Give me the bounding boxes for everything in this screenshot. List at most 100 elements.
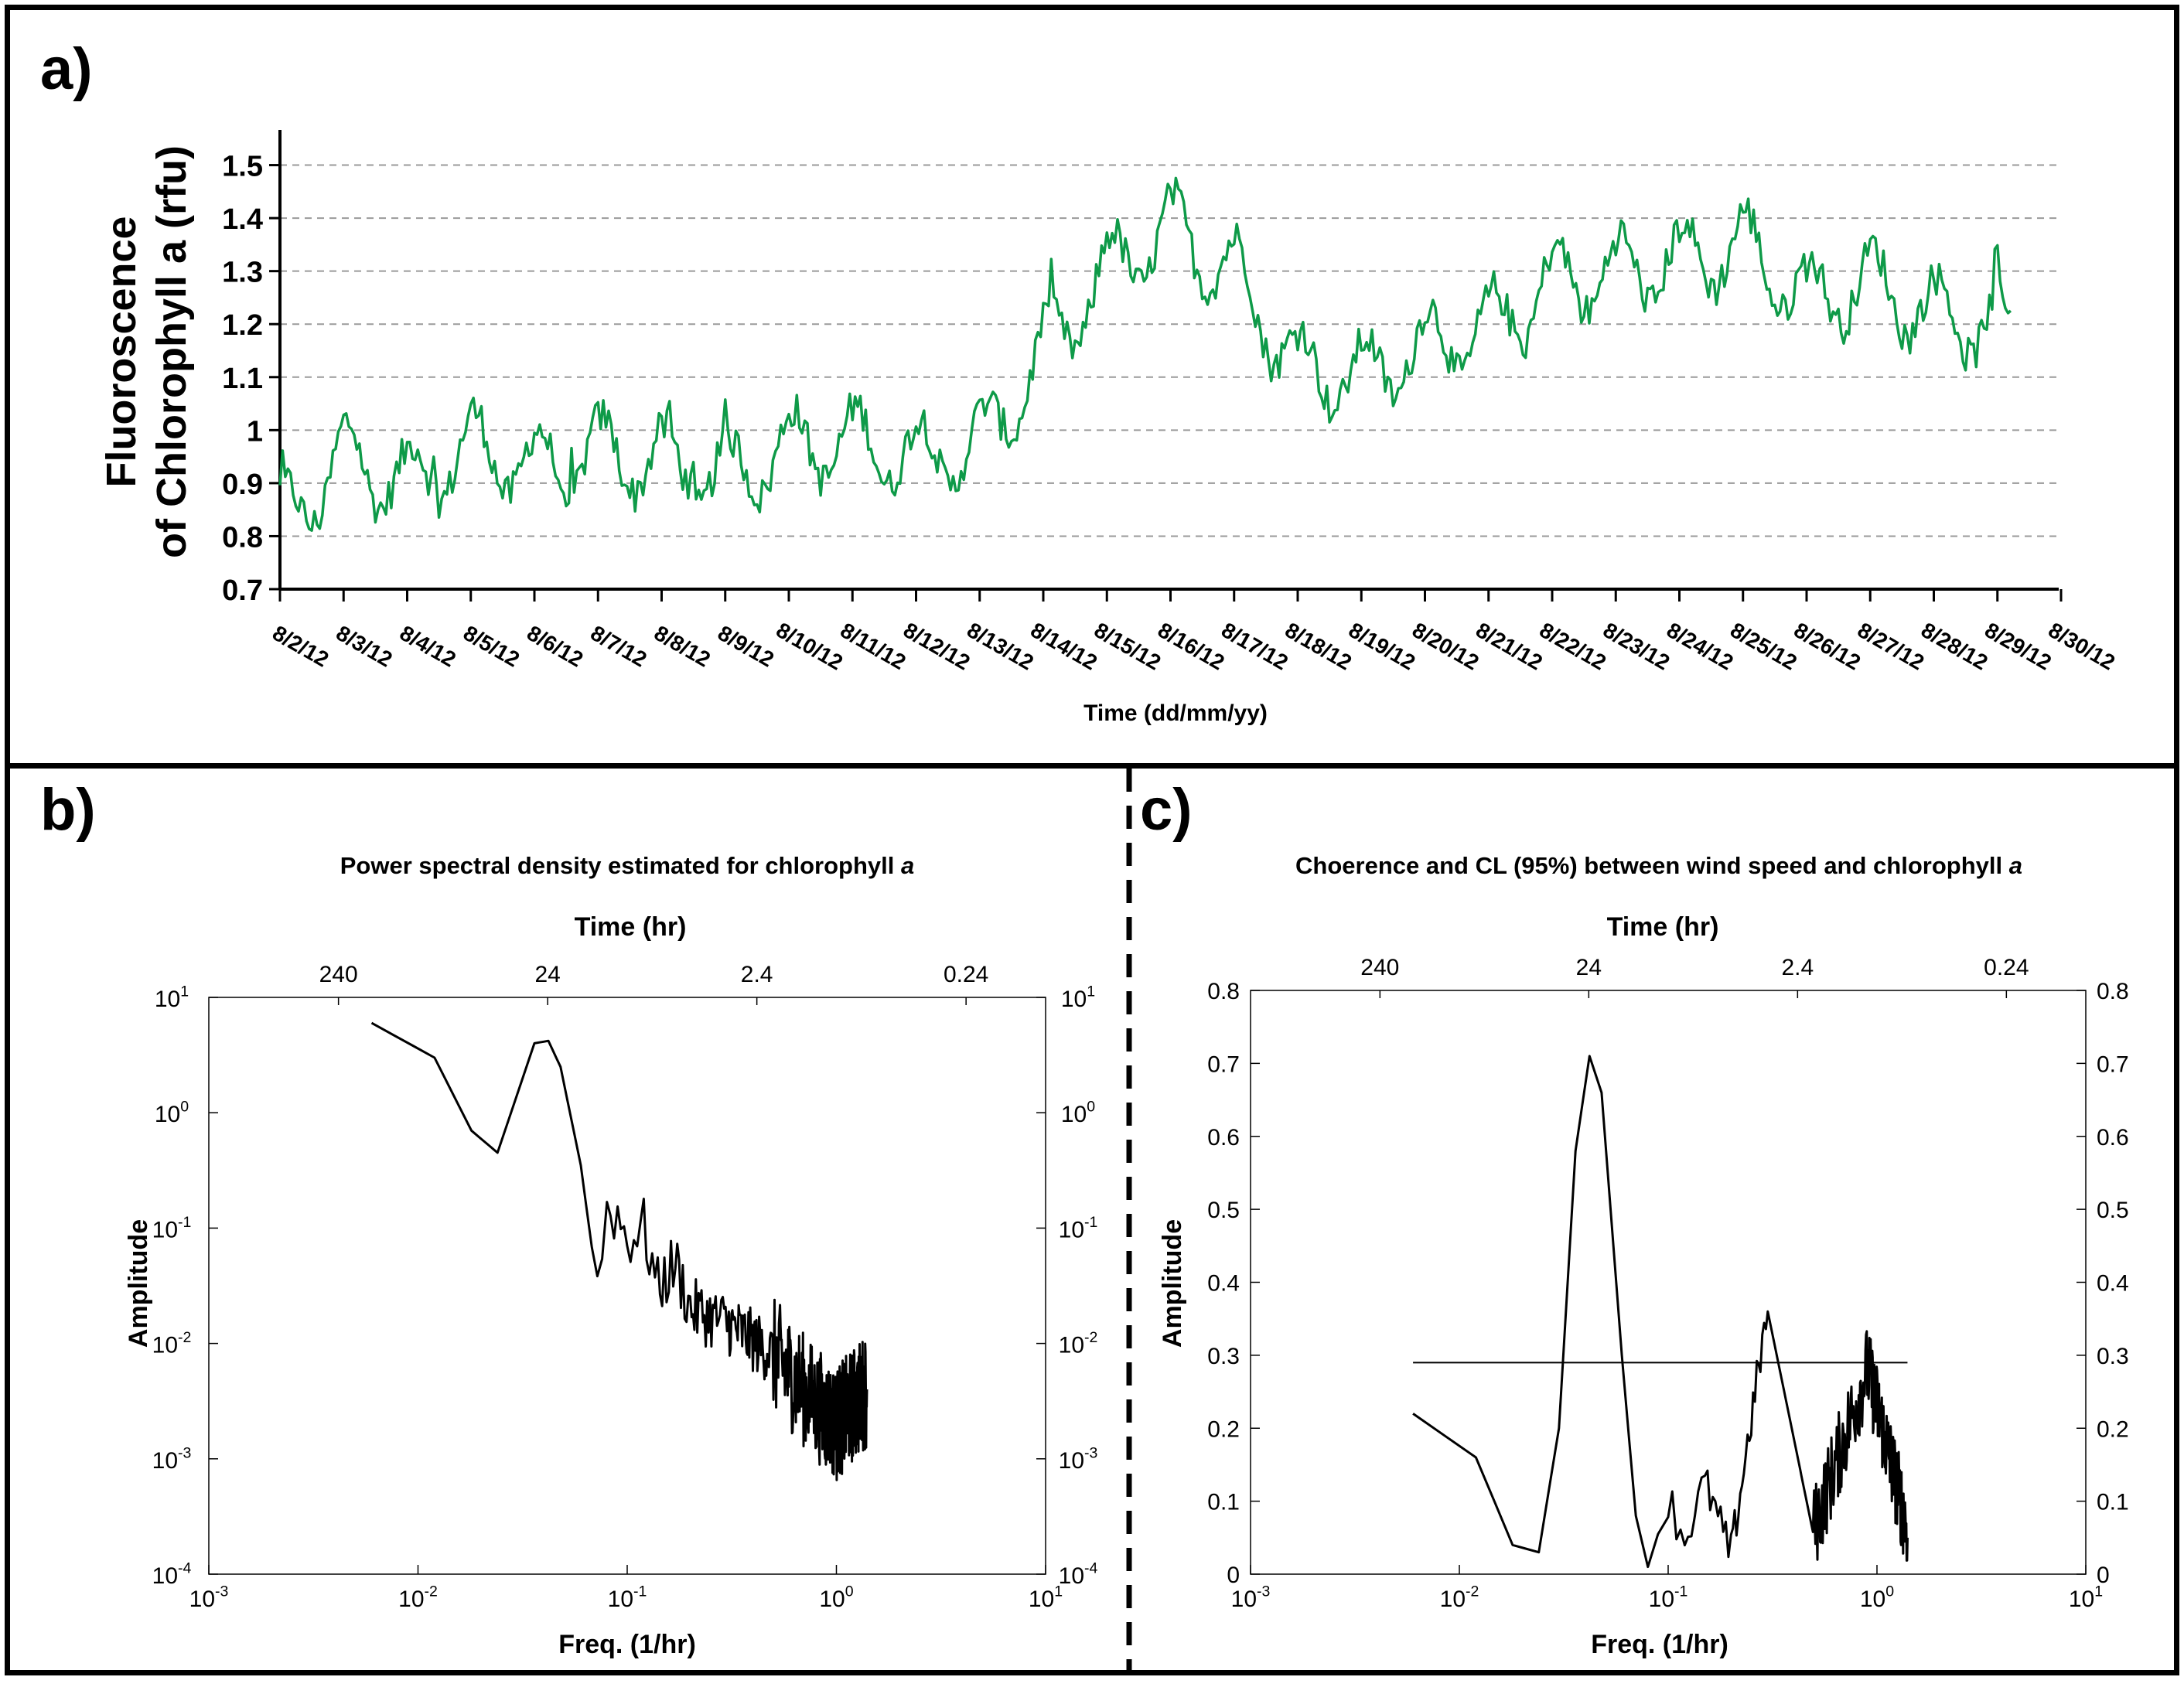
a-ytick-label: 1.4: [222, 203, 263, 236]
b-xtick-label: 10-1: [608, 1583, 647, 1613]
b-xlabel: Freq. (1/hr): [558, 1630, 696, 1659]
a-xtick-label: 8/5/12: [459, 621, 524, 672]
panels-bc-frame: [5, 763, 2179, 1675]
a-xtick-label: 8/13/12: [963, 618, 1037, 675]
c-xtick-label: 10-1: [1649, 1583, 1688, 1613]
panel-b-label: b): [40, 777, 96, 843]
a-xtick-label: 8/9/12: [714, 621, 778, 672]
a-xtick-label: 8/8/12: [650, 621, 715, 672]
c-ytick-label-left: 0: [1227, 1563, 1240, 1588]
a-xtick-label: 8/22/12: [1536, 618, 1610, 675]
b-ytick-label-right: 100: [1061, 1099, 1095, 1128]
a-xtick-label: 8/6/12: [523, 621, 587, 672]
c-ytick-label-right: 0.1: [2097, 1490, 2129, 1515]
b-ytick-label-right: 10-2: [1059, 1329, 1098, 1358]
chart-a: 0.7 0.8 0.9 1 1.1 1.2 1.3 1.4 1.5 8/2/12 8/3/12 8/4…: [98, 130, 2119, 726]
a-xtick-label: 8/27/12: [1854, 618, 1928, 675]
c-ytick-label-left: 0.3: [1207, 1344, 1240, 1369]
chart-c: Choerence and CL (95%) between wind spee…: [1158, 852, 2129, 1659]
a-xtick-label: 8/3/12: [333, 621, 397, 672]
a-xtick-label: 8/7/12: [587, 621, 651, 672]
c-ytick-label-right: 0.7: [2097, 1052, 2129, 1077]
a-xlabel: Time (dd/mm/yy): [1083, 700, 1268, 726]
c-top-tick-label: 0.24: [1984, 955, 2029, 980]
c-ytick-label-right: 0: [2097, 1563, 2110, 1588]
c-xlabel: Freq. (1/hr): [1591, 1630, 1728, 1659]
c-ytick-label-left: 0.5: [1207, 1198, 1240, 1223]
b-xtick-label: 100: [819, 1583, 853, 1613]
b-ytick-label-right: 101: [1061, 983, 1095, 1013]
a-xtick-label: 8/17/12: [1217, 618, 1292, 675]
b-ytick-label-right: 10-1: [1059, 1214, 1098, 1243]
c-ytick-label-left: 0.2: [1207, 1416, 1240, 1442]
b-top-tick-label: 2.4: [741, 962, 773, 987]
b-xtick-label: 10-3: [189, 1583, 229, 1613]
b-ytick-label-left: 10-2: [152, 1329, 192, 1358]
c-top-axis-label: Time (hr): [1607, 912, 1719, 942]
panel-a-label: a): [40, 36, 93, 102]
b-title: Power spectral density estimated for chl…: [340, 852, 915, 879]
a-ytick-label: 1.1: [222, 363, 263, 395]
a-xtick-label: 8/20/12: [1408, 618, 1483, 675]
a-ytick-label: 1.5: [222, 151, 263, 183]
b-ylabel: Amplitude: [124, 1219, 153, 1348]
a-ytick-label: 1.3: [222, 257, 263, 289]
c-xtick-label: 10-2: [1440, 1583, 1479, 1613]
b-ytick-label-left: 101: [155, 983, 189, 1013]
c-top-tick-label: 24: [1576, 955, 1602, 980]
b-top-tick-label: 0.24: [944, 962, 988, 987]
a-ytick-label: 1: [247, 415, 263, 448]
b-ytick-label-left: 100: [155, 1099, 189, 1128]
a-ytick-label: 1.2: [222, 309, 263, 342]
c-ytick-label-right: 0.2: [2097, 1416, 2129, 1442]
c-ytick-label-left: 0.8: [1207, 979, 1240, 1004]
a-xtick-label: 8/19/12: [1345, 618, 1419, 675]
b-plot-frame: [208, 997, 1046, 1575]
b-top-tick-label: 240: [319, 962, 358, 987]
b-top-tick-label: 24: [534, 962, 560, 987]
a-xtick-label: 8/14/12: [1027, 618, 1101, 675]
c-xtick-label: 100: [1860, 1583, 1894, 1613]
a-ylabel-line2: of Chlorophyll a (rfu): [148, 145, 195, 558]
b-xtick-label: 101: [1029, 1583, 1063, 1613]
a-ytick-label: 0.8: [222, 521, 263, 554]
b-ytick-label-left: 10-4: [152, 1560, 192, 1590]
c-ytick-label-right: 0.6: [2097, 1125, 2129, 1150]
c-ytick-label-right: 0.3: [2097, 1344, 2129, 1369]
a-xtick-label: 8/23/12: [1599, 618, 1674, 675]
a-xtick-label: 8/29/12: [1981, 618, 2055, 675]
c-ytick-label-right: 0.4: [2097, 1271, 2129, 1297]
c-ytick-label-left: 0.1: [1207, 1490, 1240, 1515]
a-xtick-label: 8/21/12: [1472, 618, 1546, 675]
c-ytick-label-left: 0.6: [1207, 1125, 1240, 1150]
a-series-line: [278, 176, 2012, 532]
a-xtick-label: 8/12/12: [899, 618, 974, 675]
a-xtick-label: 8/18/12: [1281, 618, 1356, 675]
c-top-tick-label: 2.4: [1781, 955, 1814, 980]
a-xtick-label: 8/11/12: [836, 618, 909, 674]
a-xtick-label: 8/26/12: [1790, 618, 1865, 675]
b-top-axis-label: Time (hr): [575, 912, 687, 942]
b-ytick-label-right: 10-3: [1059, 1444, 1098, 1474]
c-title: Choerence and CL (95%) between wind spee…: [1295, 852, 2022, 879]
c-top-tick-label: 240: [1360, 955, 1399, 980]
c-ytick-label-right: 0.5: [2097, 1198, 2129, 1223]
a-xtick-label: 8/24/12: [1663, 618, 1737, 675]
c-ytick-label-right: 0.8: [2097, 979, 2129, 1004]
b-series-psd: [370, 1021, 868, 1481]
panel-c-label: c): [1140, 777, 1193, 843]
c-plot-frame: [1250, 990, 2087, 1575]
chart-b: Power spectral density estimated for chl…: [124, 852, 1098, 1659]
c-series-coherence: [1412, 1055, 1909, 1569]
b-xtick-label: 10-2: [398, 1583, 438, 1613]
a-ylabel-line1: Fluoroscence: [98, 216, 145, 487]
a-xtick-label: 8/25/12: [1726, 618, 1800, 675]
c-ylabel: Amplitude: [1158, 1219, 1187, 1348]
a-ytick-label: 0.9: [222, 469, 263, 501]
b-ytick-label-left: 10-1: [152, 1214, 192, 1243]
a-xtick-label: 8/4/12: [396, 621, 460, 672]
a-xtick-label: 8/15/12: [1090, 618, 1165, 675]
a-xtick-label: 8/2/12: [268, 621, 333, 672]
b-ytick-label-left: 10-3: [152, 1444, 192, 1474]
